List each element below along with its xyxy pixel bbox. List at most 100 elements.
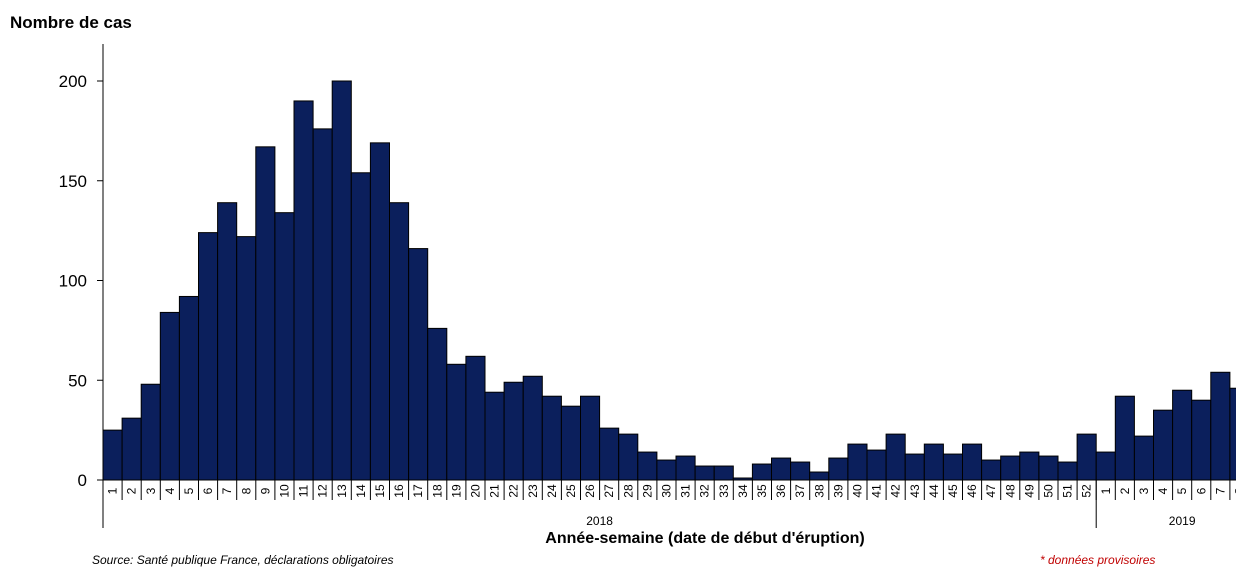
week-label: 40	[850, 484, 864, 498]
bar	[751, 463, 773, 481]
week-label: 30	[659, 484, 673, 498]
week-label: 17	[411, 484, 425, 498]
week-label: 5	[1175, 487, 1189, 494]
source-note: Source: Santé publique France, déclarati…	[92, 553, 394, 567]
bar	[1019, 451, 1040, 481]
week-label: 35	[755, 484, 769, 498]
bar	[236, 236, 257, 481]
bar	[389, 202, 410, 481]
provisional-note: * données provisoires	[1040, 553, 1156, 567]
week-label: 49	[1022, 484, 1036, 498]
bar	[637, 451, 658, 481]
bar	[1076, 433, 1097, 481]
week-label: 29	[640, 484, 654, 498]
week-label: 52	[1080, 484, 1094, 498]
bar	[713, 465, 734, 481]
week-label: 16	[392, 484, 406, 498]
week-label: 20	[468, 484, 482, 498]
week-label: 1	[106, 487, 120, 494]
week-label: 5	[182, 487, 196, 494]
bar	[1095, 451, 1116, 481]
bar	[121, 417, 142, 481]
bar	[255, 146, 276, 481]
bar	[962, 443, 983, 481]
week-label: 45	[946, 484, 960, 498]
bar	[369, 142, 390, 481]
bar	[178, 295, 199, 481]
week-label: 12	[316, 484, 330, 498]
bar	[312, 128, 333, 481]
bar	[1057, 461, 1078, 481]
y-tick-label: 50	[68, 371, 87, 390]
week-label: 2	[125, 487, 139, 494]
bar	[599, 427, 620, 481]
bar	[694, 465, 715, 481]
week-label: 31	[679, 484, 693, 498]
bar	[102, 429, 123, 481]
bar	[656, 459, 677, 481]
week-label: 23	[526, 484, 540, 498]
bar	[675, 455, 696, 481]
week-label: 46	[965, 484, 979, 498]
bar	[446, 363, 467, 481]
week-label: 3	[1137, 487, 1151, 494]
bar	[1038, 455, 1059, 481]
bar	[541, 395, 562, 481]
bar	[427, 327, 448, 481]
bar	[771, 457, 792, 481]
bar	[1000, 455, 1021, 481]
week-label: 27	[602, 484, 616, 498]
year-label: 2018	[586, 514, 613, 528]
week-label: 24	[545, 484, 559, 498]
week-label: 8	[239, 487, 253, 494]
bar	[331, 80, 352, 481]
bar	[408, 248, 429, 481]
week-label: 51	[1061, 484, 1075, 498]
y-tick-label: 100	[59, 272, 87, 291]
week-label: 43	[908, 484, 922, 498]
week-label: 48	[1003, 484, 1017, 498]
y-axis-title: Nombre de cas	[10, 13, 132, 32]
week-label: 41	[870, 484, 884, 498]
week-label: 32	[698, 484, 712, 498]
week-label: 34	[736, 484, 750, 498]
week-label: 4	[163, 487, 177, 494]
week-label: 28	[621, 484, 635, 498]
week-label: 1	[1099, 487, 1113, 494]
week-label: 37	[793, 484, 807, 498]
bar	[923, 443, 944, 481]
bar	[1114, 395, 1135, 481]
week-label: 33	[717, 484, 731, 498]
y-tick-label: 200	[59, 72, 87, 91]
bar	[560, 405, 582, 481]
week-label: 10	[277, 484, 291, 498]
bar	[293, 100, 314, 481]
bar	[828, 457, 849, 481]
bar	[981, 459, 1002, 481]
bar	[847, 443, 868, 481]
week-label: 21	[488, 484, 502, 498]
week-label: 15	[373, 484, 387, 498]
year-label: 2019	[1169, 514, 1196, 528]
bar	[1133, 435, 1155, 481]
week-label: 25	[564, 484, 578, 498]
bar	[522, 375, 543, 481]
week-label: 9	[258, 487, 272, 494]
bar	[885, 433, 906, 481]
bar	[1229, 387, 1236, 481]
bar	[618, 433, 639, 481]
week-label: 3	[144, 487, 158, 494]
bar	[159, 311, 180, 481]
week-label: 38	[812, 484, 826, 498]
bar	[1172, 389, 1193, 481]
week-label: 6	[1194, 487, 1208, 494]
week-label: 4	[1156, 487, 1170, 494]
week-label: 39	[831, 484, 845, 498]
week-label: 2	[1118, 487, 1132, 494]
week-label: 11	[297, 484, 311, 497]
bar	[580, 395, 601, 481]
bar	[1191, 399, 1212, 481]
bar	[1210, 371, 1231, 481]
bar	[217, 202, 238, 481]
